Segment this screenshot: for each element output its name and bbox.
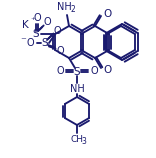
Text: O: O bbox=[33, 13, 41, 23]
Text: O: O bbox=[104, 65, 112, 75]
Text: ⁺: ⁺ bbox=[31, 16, 35, 25]
Text: S: S bbox=[74, 67, 80, 77]
Text: 3: 3 bbox=[82, 137, 86, 146]
Text: NH: NH bbox=[70, 84, 84, 94]
Text: ⁻: ⁻ bbox=[20, 36, 26, 46]
Text: O: O bbox=[90, 66, 98, 76]
Text: O: O bbox=[53, 26, 61, 36]
Text: CH: CH bbox=[71, 134, 83, 143]
Text: K: K bbox=[22, 20, 28, 30]
Text: O: O bbox=[104, 9, 112, 19]
Text: NH: NH bbox=[57, 2, 71, 12]
Text: 2: 2 bbox=[71, 4, 75, 13]
Text: O: O bbox=[56, 66, 64, 76]
Text: O: O bbox=[56, 46, 64, 56]
Text: S: S bbox=[42, 38, 48, 48]
Text: O: O bbox=[43, 17, 51, 27]
Text: S: S bbox=[33, 29, 39, 39]
Text: O: O bbox=[26, 38, 34, 48]
